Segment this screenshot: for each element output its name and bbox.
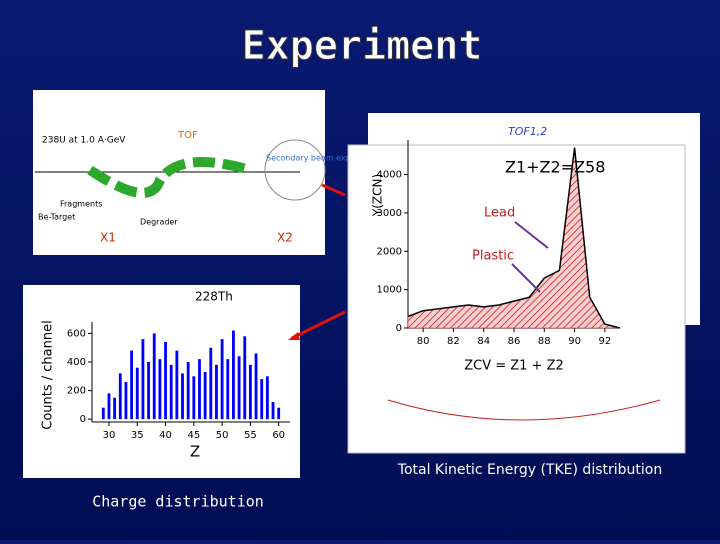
slide-title: Experiment [242, 23, 483, 69]
y-tick-label: 1000 [377, 285, 402, 296]
y-tick-label: 400 [67, 357, 86, 368]
label: 238U at 1.0 A·GeV [42, 136, 126, 146]
annotation: TOF1,2 [508, 125, 547, 138]
x-label: ZCV = Z1 + Z2 [464, 359, 564, 374]
bar [147, 362, 150, 420]
bar [107, 393, 111, 420]
x-tick-label: 92 [598, 336, 611, 347]
bar [186, 362, 190, 420]
bar [113, 397, 117, 420]
bar [158, 359, 162, 420]
annotation: 228Th [195, 290, 233, 304]
x-tick-label: 35 [131, 430, 144, 441]
caption: Charge distribution [92, 493, 264, 511]
bar [169, 364, 173, 420]
bar [135, 367, 139, 420]
bar [248, 364, 252, 420]
bar [232, 330, 235, 420]
annotation: Lead [484, 206, 515, 221]
bar [237, 356, 241, 420]
label: X2 [277, 231, 293, 245]
x-tick-label: 40 [159, 430, 172, 441]
caption: Total Kinetic Energy (TKE) distribution [397, 462, 662, 478]
label: TOF [177, 130, 198, 141]
x-tick-label: 90 [568, 336, 581, 347]
bar [198, 359, 201, 420]
label: Secondary beam experiment [266, 154, 382, 163]
bar [130, 350, 134, 420]
bar [271, 402, 275, 420]
x-tick-label: 30 [103, 430, 116, 441]
bar [215, 364, 218, 420]
y-label: Y(ZCN) [371, 174, 385, 217]
bar [124, 382, 128, 420]
x-tick-label: 55 [244, 430, 257, 441]
x-tick-label: 84 [477, 336, 490, 347]
sketch [387, 399, 661, 421]
arrow [321, 183, 346, 197]
bar [192, 376, 196, 420]
arrow [291, 310, 346, 340]
x-tick-label: 80 [417, 336, 430, 347]
bar [175, 350, 179, 420]
y-tick-label: 4000 [377, 170, 402, 181]
line [407, 147, 621, 329]
bar [118, 373, 122, 420]
pointer [514, 221, 549, 249]
y-tick-label: 2000 [377, 246, 402, 257]
panel [347, 144, 686, 454]
target-ring [264, 139, 326, 201]
bar [141, 339, 145, 420]
x-tick-label: 82 [447, 336, 460, 347]
annotation: Plastic [472, 249, 514, 264]
bar [203, 372, 207, 420]
bar [209, 347, 213, 420]
bar [243, 336, 247, 420]
x-label: Z [190, 443, 200, 461]
pointer [511, 263, 541, 293]
bar [164, 342, 167, 420]
bar [101, 407, 105, 420]
bar [277, 407, 281, 420]
bar [152, 333, 156, 420]
bar [254, 353, 258, 420]
y-tick-label: 600 [67, 328, 86, 339]
y-tick-label: 0 [396, 323, 402, 334]
x-tick-label: 45 [187, 430, 200, 441]
x-tick-label: 60 [272, 430, 285, 441]
panel [23, 285, 300, 478]
magnets [87, 157, 252, 198]
label: Be-Target [38, 213, 75, 222]
label: X1 [100, 231, 116, 245]
bar [260, 379, 264, 420]
x-tick-label: 50 [216, 430, 229, 441]
bar [265, 376, 269, 420]
arrow-head [288, 332, 300, 340]
bar [220, 339, 224, 420]
y-label: Counts / channel [41, 320, 56, 429]
label: Fragments [60, 200, 102, 209]
x-tick-label: 88 [538, 336, 551, 347]
x-tick-label: 86 [508, 336, 521, 347]
y-tick-label: 200 [67, 386, 86, 397]
bar [226, 359, 230, 420]
label: Degrader [140, 218, 178, 227]
y-tick-label: 0 [80, 414, 86, 425]
y-tick-label: 3000 [377, 208, 402, 219]
bar [181, 373, 184, 420]
annotation: Z1+Z2=Z58 [505, 158, 605, 177]
